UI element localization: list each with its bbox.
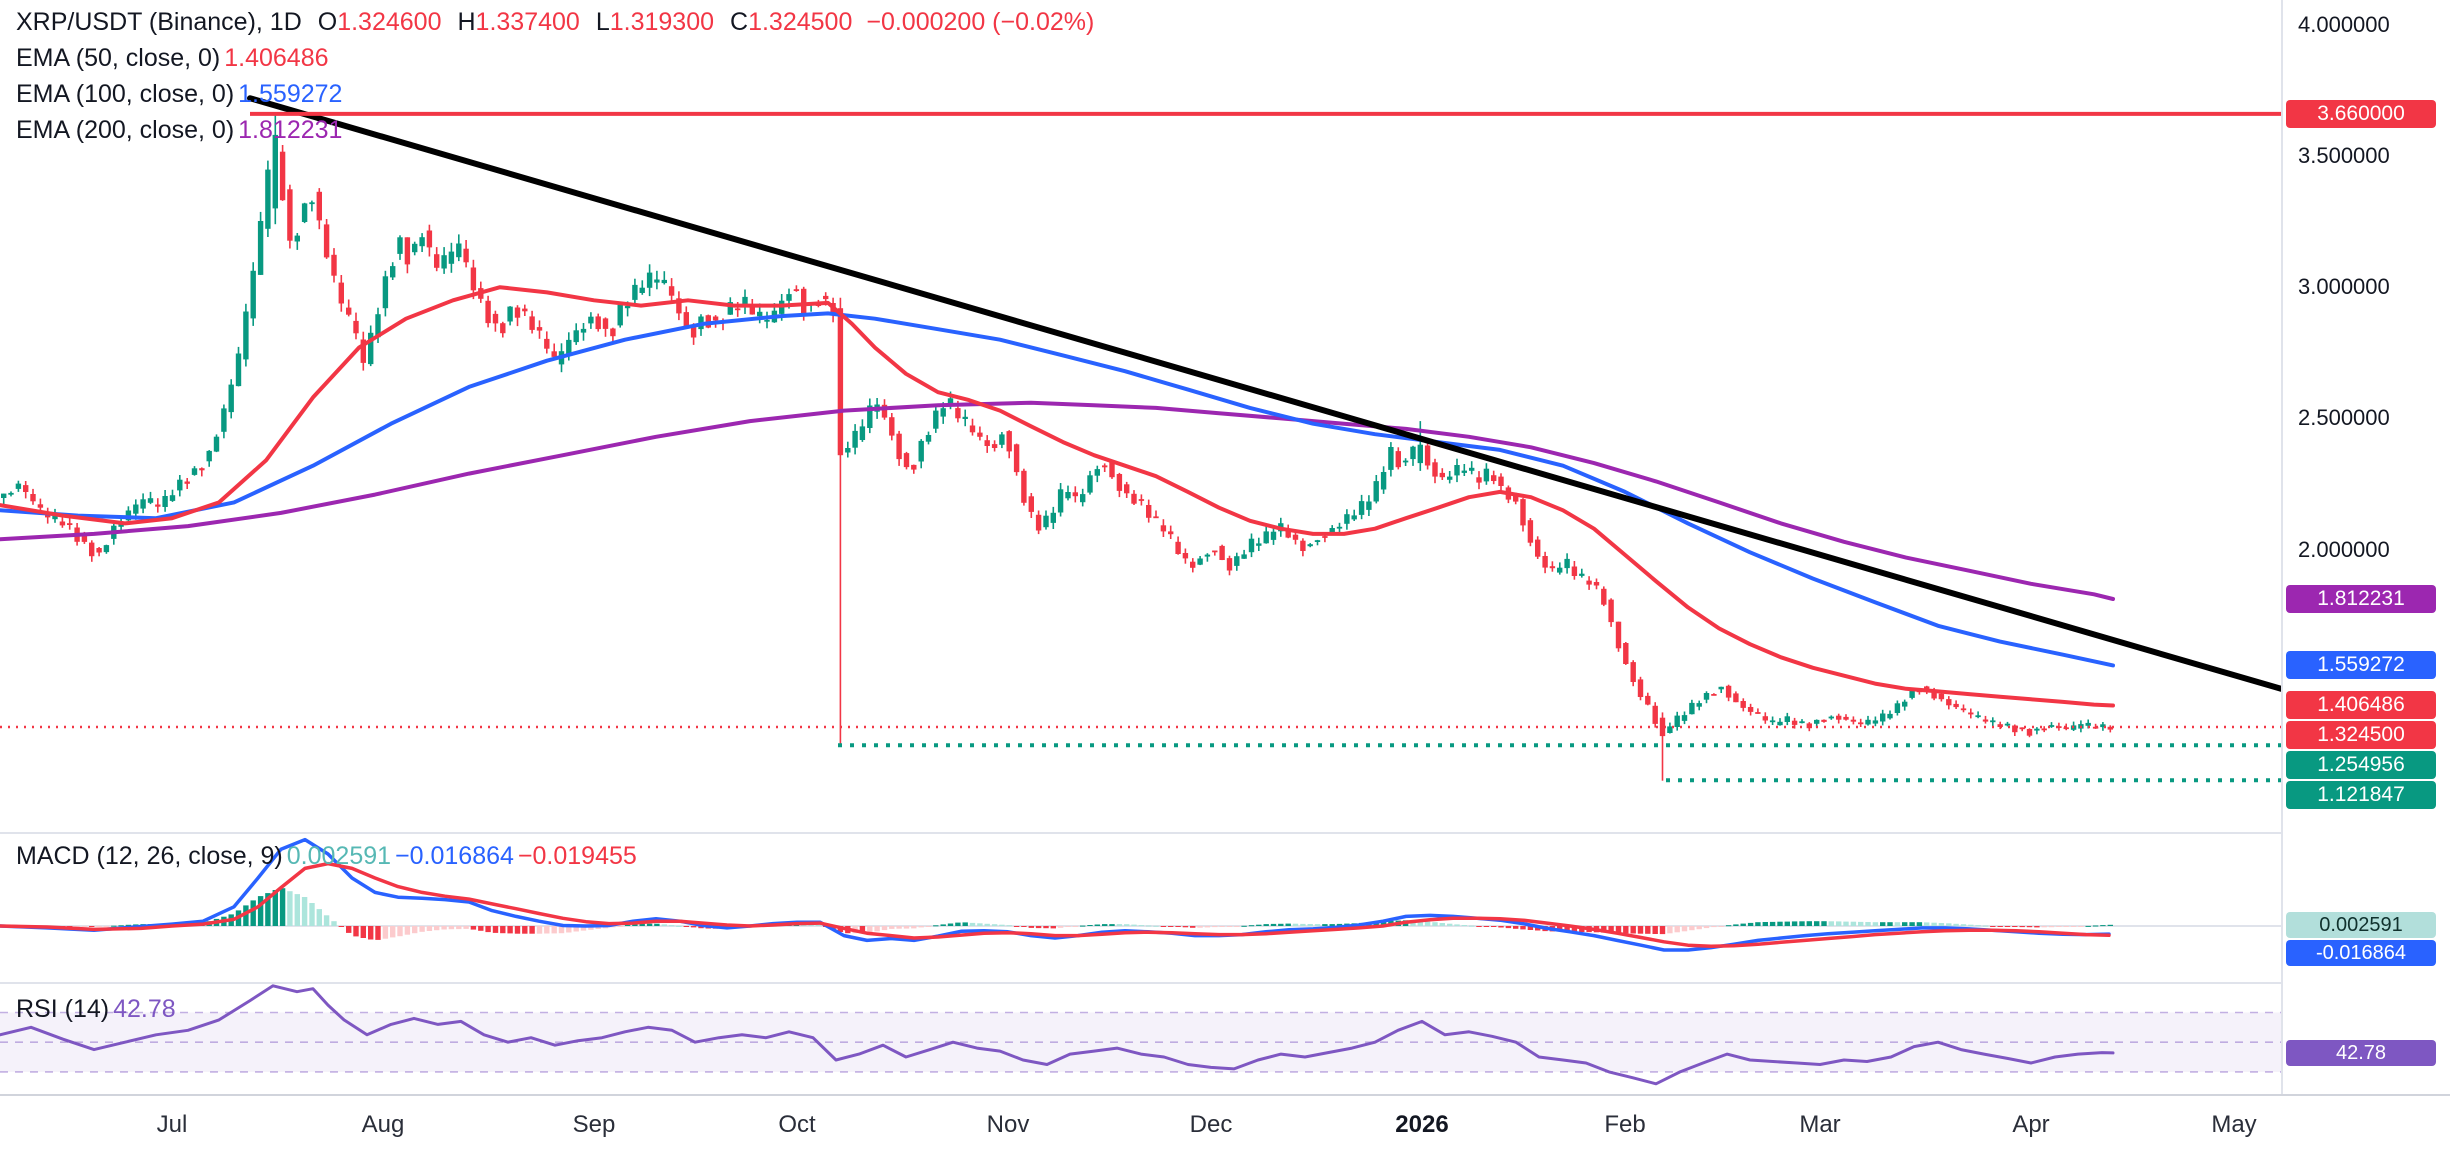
rsi-value: 42.78 (113, 995, 176, 1023)
ema50-value: 1.406486 (224, 44, 329, 72)
rsi-line (0, 984, 2115, 1086)
time-axis-label-Dec: Dec (1189, 1111, 1233, 1138)
macd-line (0, 837, 2111, 952)
open-value: 1.324600 (337, 8, 442, 36)
chart-legend: XRP/USDT (Binance), 1D O 1.324600 H 1.3374… (16, 8, 1094, 152)
macd-value-badge: -0.016864 (2286, 939, 2436, 966)
ema50-label: EMA (50, close, 0) (16, 44, 221, 72)
time-axis-label-Apr: Apr (2012, 1111, 2050, 1138)
high-value: 1.337400 (475, 8, 580, 36)
open-label: O (317, 8, 338, 36)
low-value: 1.319300 (609, 8, 715, 36)
macd-line-value: −0.016864 (395, 842, 514, 870)
close-value: 1.324500 (748, 8, 853, 36)
time-axis-label-2026: 2026 (1395, 1111, 1449, 1138)
time-axis-label-Oct: Oct (778, 1111, 816, 1138)
support1-price-badge: 1.254956 (2286, 751, 2436, 780)
high-label: H (457, 8, 476, 36)
macd-legend-row[interactable]: MACD (12, 26, close, 9) 0.002591 −0.0168… (16, 842, 637, 871)
macd-histogram (1, 888, 2113, 940)
ema200-line (0, 400, 2115, 601)
candlestick-series (1, 113, 2113, 781)
price-tick-label: 2.500000 (2298, 405, 2390, 431)
macd-hist-value: 0.002591 (286, 842, 392, 870)
close-label: C (730, 8, 749, 36)
last-price-badge: 1.324500 (2286, 721, 2436, 750)
time-axis[interactable]: Jul Aug Sep Oct Nov Dec 2026 Feb Mar Apr May (0, 1094, 2450, 1156)
ema50-legend-row[interactable]: EMA (50, close, 0) 1.406486 (16, 44, 1094, 80)
change-value: −0.000200 (−0.02%) (866, 8, 1095, 36)
ema200-legend-row[interactable]: EMA (200, close, 0) 1.812231 (16, 116, 1094, 152)
price-axis[interactable]: 4.000000 3.500000 3.000000 2.500000 2.000000… (2281, 0, 2450, 1094)
price-tick-label: 3.000000 (2298, 274, 2390, 300)
ema100-legend-row[interactable]: EMA (100, close, 0) 1.559272 (16, 80, 1094, 116)
price-tick-label: 4.000000 (2298, 11, 2390, 37)
time-axis-label-Mar: Mar (1799, 1111, 1841, 1138)
ema50-price-badge: 1.406486 (2286, 691, 2436, 720)
ema200-price-badge: 1.812231 (2286, 584, 2436, 613)
rsi-label: RSI (14) (16, 995, 110, 1023)
time-axis-label-Feb: Feb (1604, 1111, 1646, 1138)
macd-hist-badge: 0.002591 (2286, 911, 2436, 938)
rsi-band (0, 1012, 2281, 1072)
low-label: L (595, 8, 610, 36)
price-tick-label: 3.500000 (2298, 142, 2390, 168)
rsi-value-badge: 42.78 (2286, 1039, 2436, 1066)
time-axis-label-Jul: Jul (156, 1111, 188, 1138)
ema100-line (0, 311, 2115, 668)
symbol-title: XRP/USDT (Binance), 1D (16, 8, 302, 36)
symbol-legend-row[interactable]: XRP/USDT (Binance), 1D O 1.324600 H 1.3374… (16, 8, 1094, 44)
macd-signal-line (0, 861, 2111, 948)
rsi-legend-row[interactable]: RSI (14) 42.78 (16, 995, 176, 1024)
macd-signal-value: −0.019455 (517, 842, 637, 870)
time-axis-label-May: May (2211, 1111, 2257, 1138)
ema50-line (0, 285, 2115, 708)
ema100-value: 1.559272 (238, 80, 343, 108)
price-tick-label: 2.000000 (2298, 536, 2390, 562)
ema200-label: EMA (200, close, 0) (16, 116, 235, 144)
ema100-label: EMA (100, close, 0) (16, 80, 235, 108)
support2-price-badge: 1.121847 (2286, 781, 2436, 810)
time-axis-label-Nov: Nov (986, 1111, 1030, 1138)
resistance-price-badge: 3.660000 (2286, 99, 2436, 128)
time-axis-label-Aug: Aug (361, 1111, 405, 1138)
time-axis-label-Sep: Sep (572, 1111, 616, 1138)
descending-trendline[interactable] (247, 95, 2284, 692)
macd-label: MACD (12, 26, close, 9) (16, 842, 283, 870)
ema200-value: 1.812231 (238, 116, 343, 144)
ema100-price-badge: 1.559272 (2286, 651, 2436, 680)
